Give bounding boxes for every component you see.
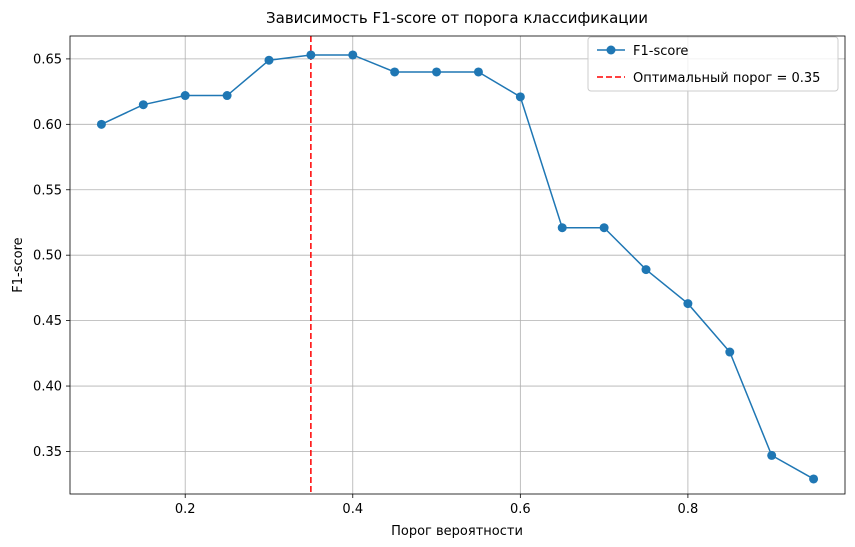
f1-data-point <box>599 223 609 233</box>
f1-data-point <box>222 91 232 101</box>
f1-data-point <box>390 67 400 77</box>
x-axis-ticks: 0.2 0.4 0.6 0.8 <box>175 494 698 517</box>
x-tick-label: 0.8 <box>678 502 699 517</box>
f1-data-point <box>138 100 148 110</box>
series-layer <box>96 50 819 484</box>
y-tick-label: 0.55 <box>33 183 62 198</box>
chart-title: Зависимость F1-score от порога классифик… <box>266 9 648 27</box>
legend-box <box>587 36 839 92</box>
grid <box>70 36 845 494</box>
y-tick-label: 0.35 <box>33 445 62 460</box>
legend-threshold-label: Оптимальный порог = 0.35 <box>633 71 820 86</box>
y-axis-ticks: 0.35 0.40 0.45 0.50 0.55 0.60 0.65 <box>33 52 70 460</box>
y-tick-label: 0.40 <box>33 380 62 395</box>
f1-data-point <box>557 223 567 233</box>
f1-data-point <box>96 119 106 129</box>
x-axis-label: Порог вероятности <box>391 524 523 539</box>
legend: F1-score Оптимальный порог = 0.35 <box>587 36 839 92</box>
legend-f1-label: F1-score <box>633 44 688 59</box>
y-tick-label: 0.65 <box>33 52 62 67</box>
plot-area-frame <box>69 35 846 495</box>
y-tick-label: 0.60 <box>33 118 62 133</box>
f1-data-point <box>306 50 316 60</box>
f1-series-line <box>101 54 814 480</box>
f1-data-point <box>515 92 525 102</box>
f1-data-point <box>767 450 777 460</box>
y-tick-label: 0.50 <box>33 249 62 264</box>
y-axis-label: F1-score <box>11 237 26 292</box>
f1-data-point <box>641 265 651 275</box>
f1-data-point <box>809 474 819 484</box>
f1-data-point <box>264 55 274 65</box>
x-tick-label: 0.2 <box>175 502 196 517</box>
x-tick-label: 0.4 <box>342 502 363 517</box>
y-tick-label: 0.45 <box>33 314 62 329</box>
f1-data-point <box>348 50 358 60</box>
f1-data-point <box>180 91 190 101</box>
f1-data-point <box>473 67 483 77</box>
f1-data-point <box>432 67 442 77</box>
x-tick-label: 0.6 <box>510 502 531 517</box>
f1-data-point <box>683 299 693 309</box>
f1-data-point <box>725 347 735 357</box>
legend-f1-marker <box>606 45 616 55</box>
